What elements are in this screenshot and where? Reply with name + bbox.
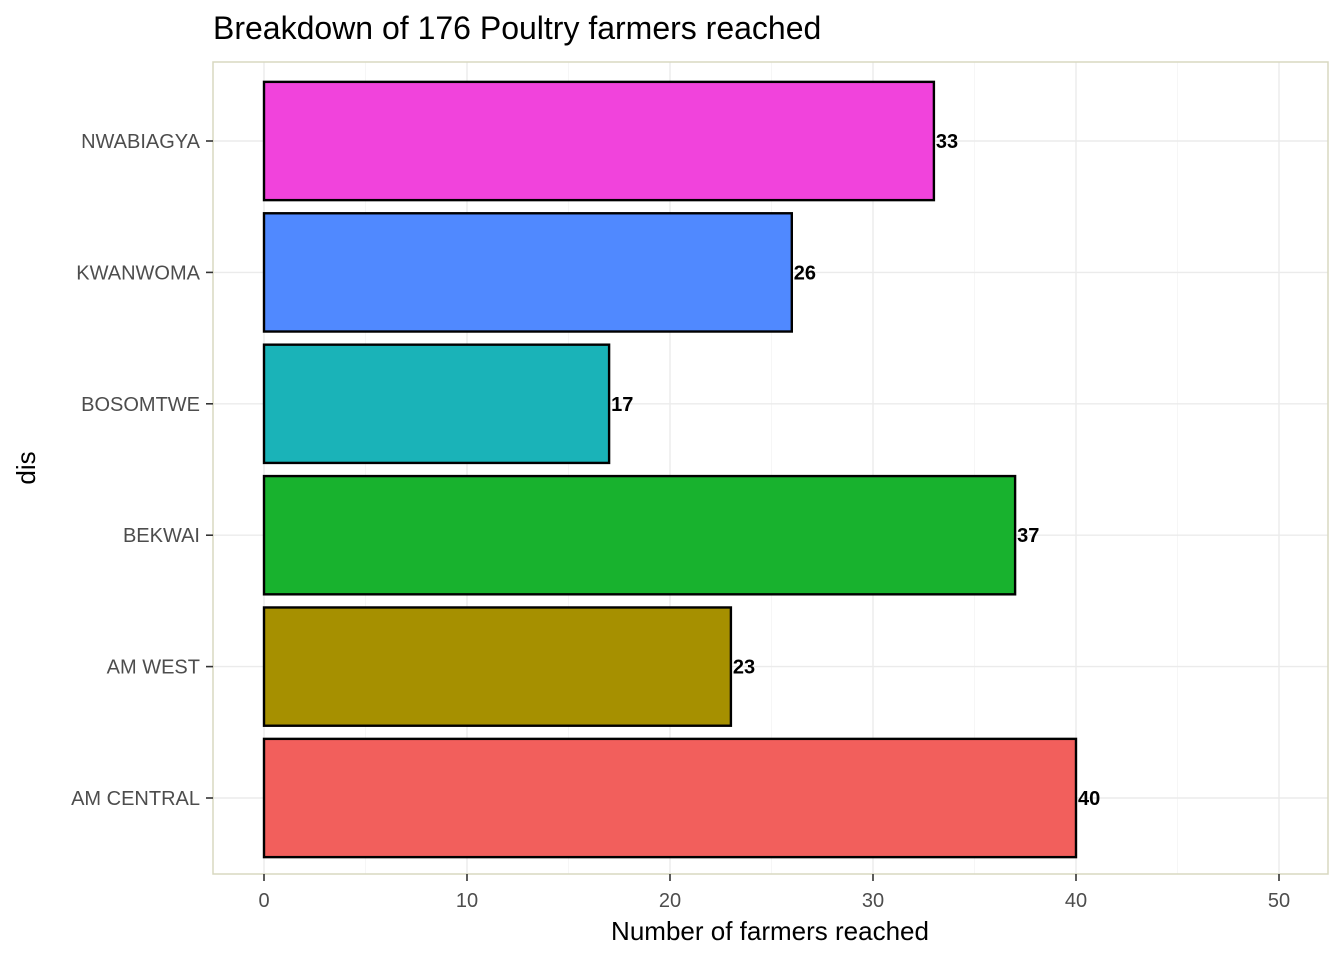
y-axis: AM CENTRAL AM WEST BEKWAI BOSOMTWE KWANWOMA N…	[71, 131, 213, 810]
x-tick-label: 40	[1065, 890, 1087, 912]
x-tick-label: 0	[258, 890, 269, 912]
x-tick-label: 20	[659, 890, 681, 912]
data-label-bosomtwe: 17	[611, 394, 633, 416]
x-axis-title: Number of farmers reached	[611, 916, 929, 946]
y-tick-label: BOSOMTWE	[81, 394, 200, 416]
bar-nwabiagya	[262, 80, 936, 202]
data-label-kwanwoma: 26	[794, 262, 816, 284]
data-label-bekwai: 37	[1017, 525, 1039, 547]
y-tick-label: AM CENTRAL	[71, 788, 200, 810]
bars-layer	[262, 80, 1078, 859]
data-label-am-west: 23	[733, 657, 755, 679]
bar-am-west	[262, 606, 733, 727]
y-axis-title: dis	[11, 451, 41, 484]
x-tick-label: 30	[862, 890, 884, 912]
y-tick-label: BEKWAI	[123, 525, 200, 547]
x-tick-label: 10	[456, 890, 478, 912]
x-tick-label: 50	[1268, 890, 1290, 912]
bar-kwanwoma	[262, 212, 793, 333]
data-labels-layer: 40 23 37 17 26 33	[611, 131, 1100, 810]
bar-bosomtwe	[262, 343, 611, 465]
data-label-am-central: 40	[1078, 788, 1100, 810]
y-tick-label: AM WEST	[107, 657, 200, 679]
panel-border	[212, 61, 1329, 875]
bar-bekwai	[262, 474, 1017, 596]
chart-title: Breakdown of 176 Poultry farmers reached	[213, 10, 821, 46]
y-tick-label: KWANWOMA	[76, 262, 200, 284]
x-axis: 0 10 20 30 40 50	[258, 874, 1290, 912]
bar-am-central	[262, 737, 1078, 859]
data-label-nwabiagya: 33	[936, 131, 958, 153]
y-tick-label: NWABIAGYA	[81, 131, 201, 153]
